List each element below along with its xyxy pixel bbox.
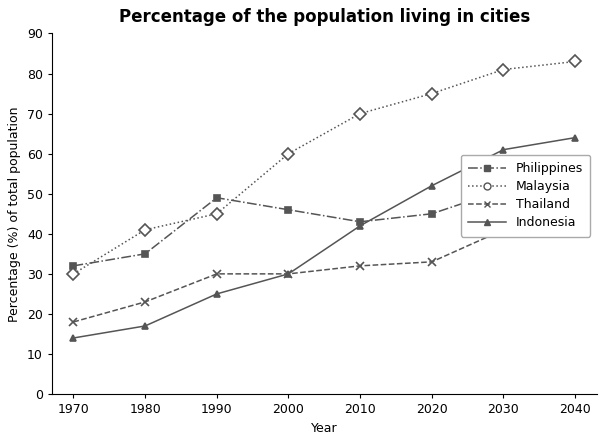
Malaysia <box>142 227 149 233</box>
Line: Thailand: Thailand <box>69 190 580 326</box>
Indonesia <box>500 147 507 152</box>
Philippines <box>142 251 149 256</box>
Title: Percentage of the population living in cities: Percentage of the population living in c… <box>119 8 530 26</box>
Malaysia <box>500 67 507 72</box>
Thailand <box>356 263 364 268</box>
Malaysia <box>356 111 364 116</box>
X-axis label: Year: Year <box>311 422 338 435</box>
Malaysia <box>285 151 292 156</box>
Thailand <box>285 271 292 276</box>
Philippines <box>572 163 579 168</box>
Malaysia <box>70 271 77 276</box>
Philippines <box>285 207 292 212</box>
Thailand <box>213 271 220 276</box>
Line: Philippines: Philippines <box>70 162 578 269</box>
Malaysia <box>213 211 220 217</box>
Indonesia <box>572 135 579 140</box>
Malaysia <box>572 59 579 64</box>
Thailand <box>142 299 149 305</box>
Malaysia <box>428 91 436 96</box>
Legend: Philippines, Malaysia, Thailand, Indonesia: Philippines, Malaysia, Thailand, Indones… <box>460 155 590 237</box>
Indonesia <box>70 335 77 341</box>
Thailand <box>572 191 579 196</box>
Thailand <box>70 319 77 325</box>
Line: Malaysia: Malaysia <box>69 57 580 278</box>
Line: Indonesia: Indonesia <box>70 134 578 342</box>
Philippines <box>428 211 436 217</box>
Y-axis label: Percentage (%) of total population: Percentage (%) of total population <box>8 106 21 322</box>
Indonesia <box>428 183 436 188</box>
Philippines <box>500 187 507 192</box>
Philippines <box>70 263 77 268</box>
Thailand <box>428 259 436 264</box>
Indonesia <box>213 291 220 296</box>
Thailand <box>500 227 507 233</box>
Indonesia <box>142 323 149 329</box>
Philippines <box>356 219 364 225</box>
Indonesia <box>285 271 292 276</box>
Indonesia <box>356 223 364 229</box>
Philippines <box>213 195 220 200</box>
